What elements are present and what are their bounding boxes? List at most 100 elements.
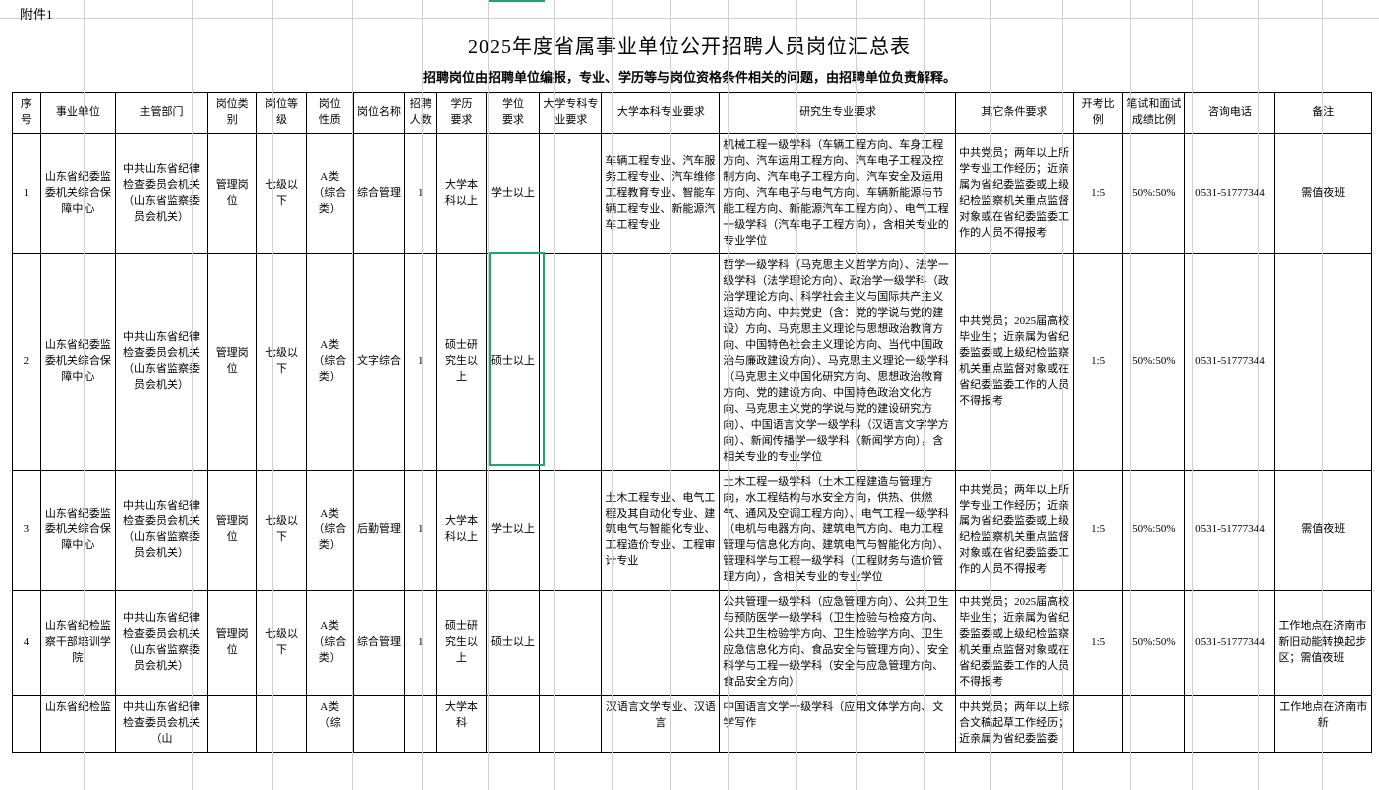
cell-phone[interactable]: 0531-51777344: [1185, 133, 1275, 254]
cell-cat[interactable]: 管理岗位: [208, 133, 257, 254]
cell-degree[interactable]: 学士以上: [486, 470, 540, 591]
cell-name[interactable]: [353, 695, 404, 752]
cell-bk[interactable]: 车辆工程专业、汽车服务工程专业、汽车维修工程教育专业、智能车辆工程专业、新能源汽…: [602, 133, 720, 254]
cell-zk[interactable]: [540, 133, 602, 254]
cell-ratio[interactable]: 1:5: [1073, 133, 1122, 254]
cell-note[interactable]: 工作地点在济南市新: [1275, 695, 1372, 752]
cell-phone[interactable]: [1185, 695, 1275, 752]
cell-score[interactable]: 50%:50%: [1123, 133, 1185, 254]
cell-bk[interactable]: [602, 254, 720, 470]
cell-score[interactable]: 50%:50%: [1123, 591, 1185, 696]
cell-name[interactable]: 后勤管理: [353, 470, 404, 591]
cell-dept[interactable]: 中共山东省纪律检查委员会机关（山东省监察委员会机关）: [115, 133, 207, 254]
cell-zk[interactable]: [540, 591, 602, 696]
col-count: 招聘人数: [405, 93, 437, 134]
cell-bk[interactable]: 土木工程专业、电气工程及其自动化专业、建筑电气与智能化专业、工程造价专业、工程审…: [602, 470, 720, 591]
cell-count[interactable]: [405, 695, 437, 752]
cell-level[interactable]: [257, 695, 306, 752]
cell-zk[interactable]: [540, 470, 602, 591]
cell-unit[interactable]: 山东省纪检监察干部培训学院: [40, 591, 115, 696]
cell-edu[interactable]: 大学本科以上: [437, 470, 486, 591]
cell-other[interactable]: 中共党员；两年以上所学专业工作经历；近亲属为省纪委监委或上级纪检监察机关重点监督…: [956, 133, 1074, 254]
cell-bk[interactable]: 汉语言文学专业、汉语言: [602, 695, 720, 752]
cell-degree[interactable]: 硕士以上: [486, 254, 540, 470]
cell-note[interactable]: 需值夜班: [1275, 470, 1372, 591]
cell-note[interactable]: [1275, 254, 1372, 470]
cell-nature[interactable]: A类（综合类）: [306, 133, 353, 254]
cell-unit[interactable]: 山东省纪检监: [40, 695, 115, 752]
cell-ratio[interactable]: [1073, 695, 1122, 752]
cell-score[interactable]: [1123, 695, 1185, 752]
cell-ratio[interactable]: 1:5: [1073, 591, 1122, 696]
cell-seq[interactable]: 4: [13, 591, 41, 696]
cell-cat[interactable]: 管理岗位: [208, 254, 257, 470]
cell-score[interactable]: 50%:50%: [1123, 470, 1185, 591]
cell-phone[interactable]: 0531-51777344: [1185, 470, 1275, 591]
cell-nature[interactable]: A类（综合类）: [306, 470, 353, 591]
cell-other[interactable]: 中共党员；2025届高校毕业生；近亲属为省纪委监委或上级纪检监察机关重点监督对象…: [956, 591, 1074, 696]
cell-phone[interactable]: 0531-51777344: [1185, 591, 1275, 696]
cell-phone[interactable]: 0531-51777344: [1185, 254, 1275, 470]
cell-edu[interactable]: 大学本科以上: [437, 133, 486, 254]
cell-note[interactable]: 工作地点在济南市新旧动能转换起步区；需值夜班: [1275, 591, 1372, 696]
table-row: 3山东省纪委监委机关综合保障中心中共山东省纪律检查委员会机关（山东省监察委员会机…: [13, 470, 1372, 591]
cell-edu[interactable]: 硕士研究生以上: [437, 254, 486, 470]
cell-yjs[interactable]: 机械工程一级学科（车辆工程方向、车身工程方向、汽车运用工程方向、汽车电子工程及控…: [720, 133, 956, 254]
cell-degree[interactable]: 学士以上: [486, 133, 540, 254]
cell-nature[interactable]: A类（综: [306, 695, 353, 752]
cell-seq[interactable]: 2: [13, 254, 41, 470]
cell-other[interactable]: 中共党员；两年以上综合文稿起草工作经历；近亲属为省纪委监委: [956, 695, 1074, 752]
cell-edu[interactable]: 大学本科: [437, 695, 486, 752]
col-nature: 岗位性质: [306, 93, 353, 134]
cell-level[interactable]: 七级以下: [257, 133, 306, 254]
cell-other[interactable]: 中共党员；2025届高校毕业生；近亲属为省纪委监委或上级纪检监察机关重点监督对象…: [956, 254, 1074, 470]
col-dept: 主管部门: [115, 93, 207, 134]
cell-name[interactable]: 综合管理: [353, 591, 404, 696]
page-subtitle: 招聘岗位由招聘单位编报，专业、学历等与岗位资格条件相关的问题，由招聘单位负责解释…: [0, 67, 1379, 92]
cell-count[interactable]: 1: [405, 591, 437, 696]
cell-score[interactable]: 50%:50%: [1123, 254, 1185, 470]
cell-unit[interactable]: 山东省纪委监委机关综合保障中心: [40, 133, 115, 254]
cell-nature[interactable]: A类（综合类）: [306, 254, 353, 470]
cell-cat[interactable]: 管理岗位: [208, 591, 257, 696]
cell-count[interactable]: 1: [405, 254, 437, 470]
cell-yjs[interactable]: 哲学一级学科（马克思主义哲学方向）、法学一级学科（法学理论方向）、政治学一级学科…: [720, 254, 956, 470]
cell-cat[interactable]: [208, 695, 257, 752]
cell-level[interactable]: 七级以下: [257, 254, 306, 470]
cell-degree[interactable]: [486, 695, 540, 752]
cell-edu[interactable]: 硕士研究生以上: [437, 591, 486, 696]
cell-ratio[interactable]: 1:5: [1073, 254, 1122, 470]
col-note: 备注: [1275, 93, 1372, 134]
cell-yjs[interactable]: 中国语言文学一级学科（应用文体学方向、文学写作: [720, 695, 956, 752]
cell-dept[interactable]: 中共山东省纪律检查委员会机关（山: [115, 695, 207, 752]
cell-zk[interactable]: [540, 254, 602, 470]
cell-dept[interactable]: 中共山东省纪律检查委员会机关（山东省监察委员会机关）: [115, 254, 207, 470]
cell-cat[interactable]: 管理岗位: [208, 470, 257, 591]
table-row: 2山东省纪委监委机关综合保障中心中共山东省纪律检查委员会机关（山东省监察委员会机…: [13, 254, 1372, 470]
cell-unit[interactable]: 山东省纪委监委机关综合保障中心: [40, 470, 115, 591]
cell-name[interactable]: 文字综合: [353, 254, 404, 470]
cell-yjs[interactable]: 公共管理一级学科（应急管理方向）、公共卫生与预防医学一级学科（卫生检验与检疫方向…: [720, 591, 956, 696]
col-phone: 咨询电话: [1185, 93, 1275, 134]
cell-ratio[interactable]: 1:5: [1073, 470, 1122, 591]
cell-unit[interactable]: 山东省纪委监委机关综合保障中心: [40, 254, 115, 470]
cell-yjs[interactable]: 土木工程一级学科（土木工程建造与管理方向，水工程结构与水安全方向，供热、供燃气、…: [720, 470, 956, 591]
cell-other[interactable]: 中共党员；两年以上所学专业工作经历；近亲属为省纪委监委或上级纪检监察机关重点监督…: [956, 470, 1074, 591]
cell-seq[interactable]: 1: [13, 133, 41, 254]
cell-seq[interactable]: [13, 695, 41, 752]
cell-zk[interactable]: [540, 695, 602, 752]
col-name: 岗位名称: [353, 93, 404, 134]
col-level: 岗位等级: [257, 93, 306, 134]
cell-count[interactable]: 1: [405, 470, 437, 591]
cell-degree[interactable]: 硕士以上: [486, 591, 540, 696]
cell-bk[interactable]: [602, 591, 720, 696]
cell-seq[interactable]: 3: [13, 470, 41, 591]
cell-count[interactable]: 1: [405, 133, 437, 254]
cell-dept[interactable]: 中共山东省纪律检查委员会机关（山东省监察委员会机关）: [115, 591, 207, 696]
cell-nature[interactable]: A类（综合类）: [306, 591, 353, 696]
cell-level[interactable]: 七级以下: [257, 470, 306, 591]
cell-note[interactable]: 需值夜班: [1275, 133, 1372, 254]
cell-dept[interactable]: 中共山东省纪律检查委员会机关（山东省监察委员会机关）: [115, 470, 207, 591]
cell-level[interactable]: 七级以下: [257, 591, 306, 696]
cell-name[interactable]: 综合管理: [353, 133, 404, 254]
